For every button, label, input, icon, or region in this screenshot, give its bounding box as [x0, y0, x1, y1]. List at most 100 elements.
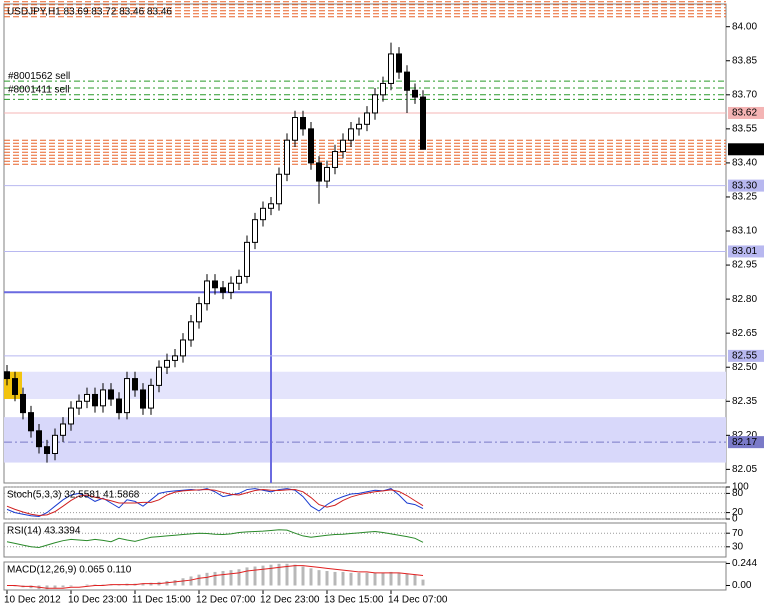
candle-body	[68, 407, 74, 425]
candle-body	[228, 282, 234, 293]
x-tick-label: 12 Dec 23:00	[260, 595, 320, 606]
y-tick-label: 83.40	[732, 158, 757, 169]
candle-body	[196, 303, 202, 323]
candle-body	[212, 280, 218, 289]
histogram-bar	[365, 572, 369, 586]
price-line-label: 83.62	[732, 108, 757, 119]
histogram-bar	[269, 564, 273, 586]
histogram-bar	[301, 566, 305, 586]
y-tick-label: 82.05	[732, 464, 757, 475]
histogram-bar	[397, 572, 401, 586]
y-tick-label: 82.95	[732, 260, 757, 271]
histogram-bar	[189, 576, 193, 586]
histogram-bar	[205, 572, 209, 586]
candle-body	[92, 393, 98, 407]
candle-body	[300, 117, 306, 130]
candle-body	[268, 203, 274, 209]
y-tick-label: 70	[732, 528, 744, 539]
panel-frame	[3, 522, 727, 558]
current-price-label: 83.46	[732, 144, 757, 155]
candle-body	[52, 434, 58, 454]
candle-body	[188, 321, 194, 341]
histogram-bar	[421, 579, 425, 586]
histogram-bar	[253, 566, 257, 586]
candle-body	[348, 128, 354, 141]
candle-body	[44, 446, 50, 454]
y-tick-label: 0.244	[732, 558, 757, 569]
candle-body	[132, 378, 138, 391]
panel-title: MACD(12,26,9) 0.065 0.110	[7, 565, 132, 576]
candle-body	[76, 400, 82, 409]
panel-title: RSI(14) 43.3394	[7, 526, 81, 537]
candle-body	[356, 123, 362, 130]
histogram-bar	[141, 583, 145, 586]
histogram-bar	[69, 585, 73, 587]
indicator-line	[6, 529, 424, 548]
price-line-tag	[728, 106, 764, 119]
indicator-line	[6, 488, 424, 517]
candle-body	[316, 162, 322, 182]
panel-frame	[3, 3, 727, 484]
histogram-bar	[53, 585, 57, 589]
y-tick-label: 83.10	[732, 226, 757, 237]
candle-body	[236, 275, 242, 284]
candle-body	[156, 366, 162, 386]
price-line-label: 83.01	[732, 246, 757, 257]
price-line-label: 82.17	[732, 437, 757, 448]
candle-body	[20, 393, 26, 414]
x-tick-label: 12 Dec 07:00	[196, 595, 256, 606]
histogram-bar	[293, 564, 297, 586]
candle-body	[260, 207, 266, 221]
candle-body	[412, 89, 418, 98]
histogram-bar	[333, 571, 337, 586]
histogram-bar	[381, 572, 385, 586]
y-tick-label: 83.70	[732, 89, 757, 100]
price-line-tag	[728, 436, 764, 449]
candle-body	[404, 71, 410, 91]
candle-body	[140, 389, 146, 409]
y-tick-label: 82.35	[732, 396, 757, 407]
candle-body	[60, 423, 66, 436]
candle-body	[324, 166, 330, 182]
candle-body	[108, 389, 114, 400]
candle-body	[284, 139, 290, 175]
histogram-bar	[173, 580, 177, 586]
y-tick-label: 100	[732, 482, 749, 493]
histogram-bar	[197, 574, 201, 586]
candle-body	[28, 412, 34, 432]
indicator-line	[6, 489, 424, 516]
panel-title: USDJPY,H1 83.69 83.72 83.46 83.46	[7, 7, 172, 18]
candle-body	[364, 112, 370, 125]
x-tick-label: 14 Dec 07:00	[388, 595, 448, 606]
histogram-bar	[285, 563, 289, 586]
histogram-bar	[85, 584, 89, 586]
histogram-bar	[61, 585, 65, 588]
candle-body	[388, 53, 394, 84]
panel-title: Stoch(5,3,3) 32.5581 41.5868	[7, 490, 140, 501]
histogram-bar	[373, 572, 377, 586]
order-label: #8001411 sell	[8, 84, 70, 95]
histogram-bar	[221, 571, 225, 586]
order-label: #8001562 sell	[8, 71, 70, 82]
x-tick-label: 11 Dec 15:00	[132, 595, 191, 606]
price-line-tag	[728, 245, 764, 258]
x-tick-label: 10 Dec 23:00	[68, 595, 128, 606]
candle-body	[124, 378, 130, 414]
price-line-label: 82.55	[732, 351, 757, 362]
y-tick-label: 82.80	[732, 294, 757, 305]
y-tick-label: 84.00	[732, 21, 757, 32]
y-tick-label: 0.00	[732, 580, 752, 591]
histogram-bar	[317, 570, 321, 586]
box-outline	[4, 291, 272, 483]
candle-body	[276, 173, 282, 205]
histogram-bar	[45, 585, 49, 590]
histogram-bar	[245, 567, 249, 586]
current-price-tag	[728, 143, 764, 156]
zone	[4, 417, 726, 463]
panel-frame	[3, 561, 727, 591]
y-tick-label: 83.55	[732, 123, 757, 134]
histogram-bar	[181, 578, 185, 586]
candle-body	[204, 280, 210, 305]
candle-body	[4, 371, 10, 380]
candle-body	[148, 384, 154, 409]
